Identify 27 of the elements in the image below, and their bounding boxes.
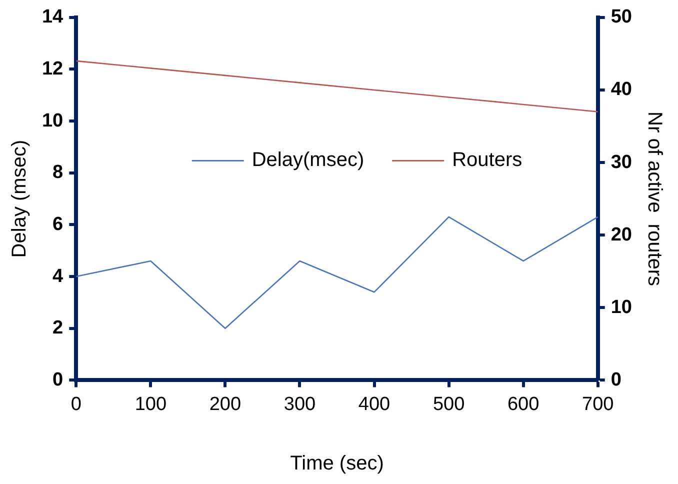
y-tick-label: 14: [42, 6, 64, 28]
x-tick-label: 500: [432, 394, 465, 415]
y2-tick-label: 20: [610, 224, 632, 246]
x-tick-label: 100: [134, 394, 167, 415]
legend-label: Delay(msec): [252, 149, 364, 172]
x-tick-label: 600: [507, 394, 540, 415]
y2-tick-label: 50: [610, 6, 632, 28]
y2-tick-label: 40: [610, 79, 632, 100]
legend-label: Routers: [452, 149, 522, 172]
y2-tick-label: 0: [610, 369, 622, 390]
x-axis-title: Time (sec): [290, 452, 384, 475]
x-tick-label: 700: [582, 394, 614, 415]
y2-tick-label: 10: [610, 296, 632, 318]
y-tick-label: 4: [52, 266, 64, 287]
y-tick-label: 2: [52, 318, 64, 339]
y-tick-label: 8: [52, 162, 64, 184]
y-tick-label: 12: [42, 58, 64, 80]
x-tick-label: 0: [70, 394, 82, 415]
x-tick-label: 400: [358, 394, 390, 415]
y2-axis-title: Nr of active routers: [643, 112, 666, 286]
y-tick-label: 10: [42, 110, 64, 132]
y-axis-title: Delay (msec): [8, 140, 31, 258]
y-tick-label: 6: [52, 214, 64, 235]
x-tick-label: 200: [209, 394, 242, 415]
y-tick-label: 0: [52, 369, 64, 390]
y2-tick-label: 30: [610, 152, 632, 173]
x-tick-label: 300: [284, 394, 316, 415]
